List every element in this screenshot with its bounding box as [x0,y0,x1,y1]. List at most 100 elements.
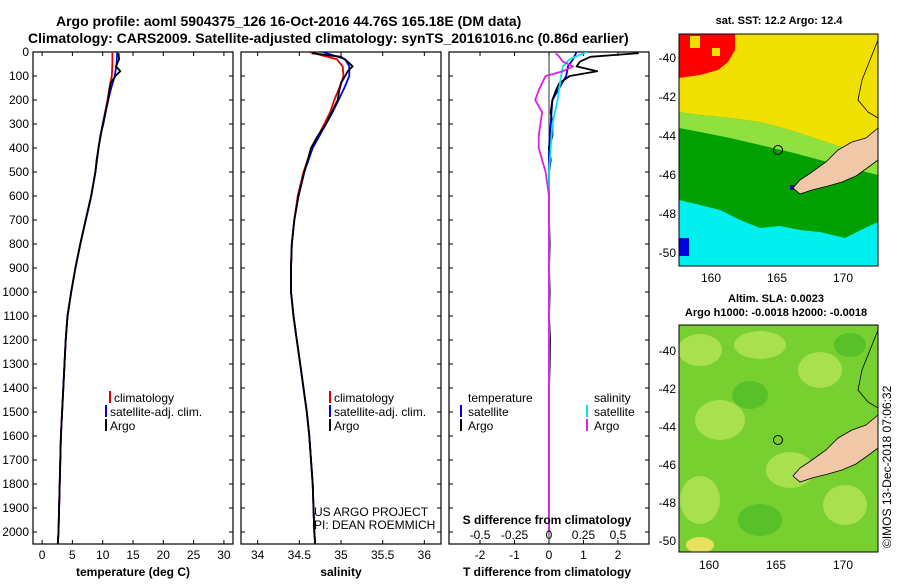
credit-project: US ARGO PROJECT [314,505,429,519]
sst-blue-patch [679,238,689,256]
x-tick-label: 0 [546,548,553,562]
legend-swatch-climatology [109,391,111,403]
legend-sal-argo: Argo [594,419,620,433]
sla-ytick: -42 [659,382,677,396]
difference-lines [534,52,639,532]
pressure-tick-label: 1600 [2,429,29,443]
series-line-salinity-satellite [548,52,588,532]
x-top-tick-label: 0.5 [610,528,627,542]
temperature-panel: 0 5 10 15 20 25 30 temperature (deg C) climato… [32,51,234,579]
credit-pi: PI: DEAN ROEMMICH [314,518,435,532]
x-tick-label: 2 [615,548,622,562]
sst-cyan-zone [679,200,878,266]
sla-land [792,414,878,483]
pressure-tick-label: 300 [9,117,29,131]
sla-xtick: 165 [766,558,786,572]
salinity-ticks: 34 34.5 35 35.5 36 [241,51,441,562]
difference-xlabel: T difference from climatology [463,565,631,579]
difference-xlabel-top: S difference from climatology [463,513,632,527]
legend-swatch-sal-satellite [586,405,588,417]
sst-y-ticks: -40 -42 -44 -46 -48 -50 [659,51,677,260]
sst-xtick: 160 [701,271,721,285]
sla-ytick: -44 [659,420,677,434]
sla-x-ticks: 160 165 170 [699,558,853,572]
x-top-tick-label: -0.25 [501,528,529,542]
sla-xtick: 170 [833,558,853,572]
pressure-tick-label: 1200 [2,333,29,347]
sst-float-marker [773,145,783,155]
series-line-satellite-adj-clim- [56,52,119,544]
sla-coastline [857,329,878,409]
x-tick-label: -2 [475,548,486,562]
pressure-tick-label: 1300 [2,357,29,371]
sla-patch-dark [732,381,768,409]
series-line-climatology [56,52,114,544]
sla-float-marker [773,435,783,445]
title-line-2: Climatology: CARS2009. Satellite-adjuste… [28,30,629,46]
x-tick-label: 34 [251,548,265,562]
sst-ytick: -42 [659,90,677,104]
legend-satellite-adj: satellite-adj. clim. [110,405,202,419]
series-line-argo [290,52,354,544]
legend-swatch-argo [329,419,331,431]
legend-temp-satellite: satellite [468,405,509,419]
pressure-tick-label: 1000 [2,285,29,299]
sst-ytick: -40 [659,51,677,65]
sla-ytick: -46 [659,458,677,472]
difference-legend: temperature satellite Argo salinity sate… [460,391,635,433]
sla-ytick: -40 [659,344,677,358]
pressure-tick-label: 2000 [2,525,29,539]
sst-speckle [712,48,720,56]
x-tick-label: 1 [580,548,587,562]
series-line-temperature-argo [548,52,639,532]
pressure-tick-label: 1500 [2,405,29,419]
legend-swatch-satellite [105,405,107,417]
sst-blue-speck [790,185,795,190]
x-tick-label: 5 [69,548,76,562]
sla-patch [695,400,745,440]
sst-map-frame [678,33,879,267]
pressure-tick-label: 1700 [2,453,29,467]
pressure-tick-label: 400 [9,141,29,155]
x-tick-label: 10 [96,548,110,562]
legend-climatology: climatology [114,391,174,405]
sla-patch [734,331,786,359]
legend-climatology: climatology [334,391,394,405]
sla-map-title-2: Argo h1000: -0.0018 h2000: -0.0018 [685,307,867,319]
temperature-ticks: 0 5 10 15 20 25 30 [33,51,233,562]
sla-patch [823,485,867,525]
legend-temp-argo: Argo [468,419,494,433]
legend-temperature-heading: temperature [468,391,533,405]
pressure-tick-label: 500 [9,165,29,179]
salinity-axes-frame [240,51,442,545]
x-tick-label: 15 [126,548,140,562]
difference-panel: -2 -1 0 1 2 S difference from climatology -0… [448,51,650,579]
x-top-tick-label: -0.5 [470,528,491,542]
sla-patch-yellow [686,537,714,552]
difference-top-ticks: -0.5 -0.25 0 0.25 0.5 [470,528,627,542]
sla-patch [798,352,842,388]
x-tick-label: 35.5 [371,548,395,562]
legend-swatch-climatology [329,391,331,403]
salinity-xlabel: salinity [320,565,362,579]
series-line-climatology [290,52,345,544]
legend-salinity-heading: salinity [594,391,631,405]
sst-yellow-zone [679,34,878,160]
legend-argo: Argo [110,419,136,433]
imos-credit: ©IMOS 13-Dec-2018 07:06:32 [880,385,894,548]
sla-xtick: 160 [699,558,719,572]
sla-map-title-1: Altim. SLA: 0.0023 [728,293,824,305]
x-tick-label: 35 [334,548,348,562]
sla-ytick: -48 [659,496,677,510]
legend-satellite-adj: satellite-adj. clim. [334,405,426,419]
x-tick-label: 36 [418,548,432,562]
x-tick-label: 34.5 [288,548,312,562]
sst-ytick: -48 [659,207,677,221]
pressure-tick-label: 700 [9,213,29,227]
sst-speckle [690,36,700,48]
sst-x-ticks: 160 165 170 [701,271,853,285]
sla-patch-dark [738,504,782,536]
sst-ytick: -46 [659,168,677,182]
legend-argo: Argo [334,419,360,433]
